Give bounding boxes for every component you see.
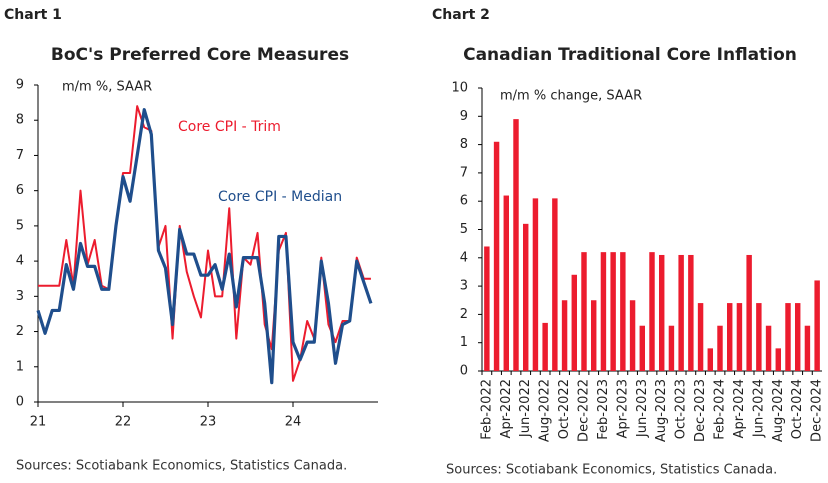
x-tick-label: Dec-2023 bbox=[693, 379, 708, 442]
bar bbox=[484, 246, 490, 371]
bar bbox=[775, 348, 782, 371]
y-tick-label: 9 bbox=[16, 78, 24, 93]
x-tick-label: Dec-2022 bbox=[577, 379, 592, 442]
data-line bbox=[38, 105, 371, 382]
y-tick-label: 2 bbox=[460, 307, 468, 322]
bar bbox=[620, 252, 626, 371]
chart-title: BoC's Preferred Core Measures bbox=[51, 45, 349, 65]
chart-heading: Chart 1 bbox=[4, 7, 62, 23]
y-tick-label: 9 bbox=[460, 109, 468, 124]
series-label: Core CPI - Trim bbox=[178, 119, 281, 135]
y-tick-label: 8 bbox=[460, 137, 468, 152]
bar bbox=[590, 300, 597, 371]
x-tick-label: Dec-2024 bbox=[810, 379, 825, 442]
y-tick-label: 0 bbox=[460, 364, 468, 379]
y-tick-label: 7 bbox=[16, 148, 24, 163]
bar bbox=[785, 303, 791, 371]
bar bbox=[639, 325, 646, 371]
bar bbox=[697, 303, 704, 371]
bar bbox=[513, 119, 519, 371]
bar bbox=[658, 254, 665, 371]
bar bbox=[668, 325, 675, 371]
x-tick-label: Oct-2023 bbox=[674, 379, 689, 439]
y-tick-label: 2 bbox=[16, 324, 24, 339]
y-tick-label: 0 bbox=[16, 395, 24, 410]
x-tick-label: Aug-2022 bbox=[538, 379, 553, 442]
bar bbox=[542, 322, 548, 371]
bar bbox=[804, 325, 811, 371]
y-tick-label: 10 bbox=[451, 81, 468, 96]
x-tick-label: Oct-2024 bbox=[790, 379, 805, 439]
bar bbox=[765, 325, 772, 371]
y-tick-label: 3 bbox=[460, 279, 468, 294]
chart-heading: Chart 2 bbox=[432, 7, 490, 23]
bar bbox=[522, 223, 529, 371]
bar bbox=[717, 325, 723, 371]
x-tick-label: Apr-2022 bbox=[499, 379, 514, 438]
x-tick-label: Apr-2024 bbox=[732, 379, 747, 438]
x-tick-label: Jun-2024 bbox=[751, 379, 766, 438]
x-tick-label: 24 bbox=[285, 415, 302, 430]
bar bbox=[726, 303, 733, 371]
y-tick-label: 4 bbox=[460, 250, 468, 265]
chart-subtitle: m/m % change, SAAR bbox=[500, 89, 642, 104]
x-tick-label: Feb-2022 bbox=[479, 379, 494, 440]
chart-subtitle: m/m %, SAAR bbox=[62, 80, 152, 95]
y-tick-label: 5 bbox=[460, 222, 468, 237]
x-tick-label: Feb-2023 bbox=[596, 379, 611, 440]
x-tick-label: 22 bbox=[115, 415, 132, 430]
y-tick-label: 7 bbox=[460, 165, 468, 180]
bar bbox=[756, 303, 762, 371]
bar bbox=[688, 254, 694, 371]
x-tick-label: Jun-2023 bbox=[635, 379, 650, 438]
bar bbox=[707, 348, 714, 371]
bar bbox=[678, 254, 684, 371]
y-tick-label: 8 bbox=[16, 113, 24, 128]
y-tick-label: 6 bbox=[460, 194, 468, 209]
x-tick-label: 23 bbox=[200, 415, 217, 430]
bar bbox=[503, 195, 510, 371]
y-tick-label: 3 bbox=[16, 289, 24, 304]
x-tick-label: 21 bbox=[30, 415, 47, 430]
bar bbox=[561, 300, 568, 371]
chart-note: Sources: Scotiabank Economics, Statistic… bbox=[16, 459, 347, 474]
y-tick-label: 1 bbox=[460, 335, 468, 350]
bar bbox=[600, 252, 607, 371]
bar bbox=[571, 274, 578, 371]
bar bbox=[736, 303, 743, 371]
y-tick-label: 6 bbox=[16, 183, 24, 198]
chart-title: Canadian Traditional Core Inflation bbox=[463, 45, 797, 65]
bar bbox=[552, 198, 558, 371]
bar bbox=[581, 252, 587, 371]
bar bbox=[746, 254, 752, 371]
x-tick-label: Jun-2022 bbox=[518, 379, 533, 438]
series-label: Core CPI - Median bbox=[218, 189, 342, 205]
x-tick-label: Aug-2024 bbox=[771, 379, 786, 442]
x-tick-label: Apr-2023 bbox=[615, 379, 630, 438]
bar bbox=[532, 198, 539, 371]
bar bbox=[794, 303, 801, 371]
y-tick-label: 5 bbox=[16, 218, 24, 233]
bar bbox=[610, 252, 616, 371]
bar bbox=[493, 141, 500, 371]
y-tick-label: 4 bbox=[16, 254, 24, 269]
bar bbox=[814, 280, 820, 371]
x-tick-label: Aug-2023 bbox=[654, 379, 669, 442]
y-tick-label: 1 bbox=[16, 359, 24, 374]
bar bbox=[649, 252, 655, 371]
data-line bbox=[36, 108, 373, 385]
x-tick-label: Feb-2024 bbox=[713, 379, 728, 440]
chart-note: Sources: Scotiabank Economics, Statistic… bbox=[446, 463, 777, 478]
bar bbox=[629, 300, 636, 371]
x-tick-label: Oct-2022 bbox=[557, 379, 572, 439]
